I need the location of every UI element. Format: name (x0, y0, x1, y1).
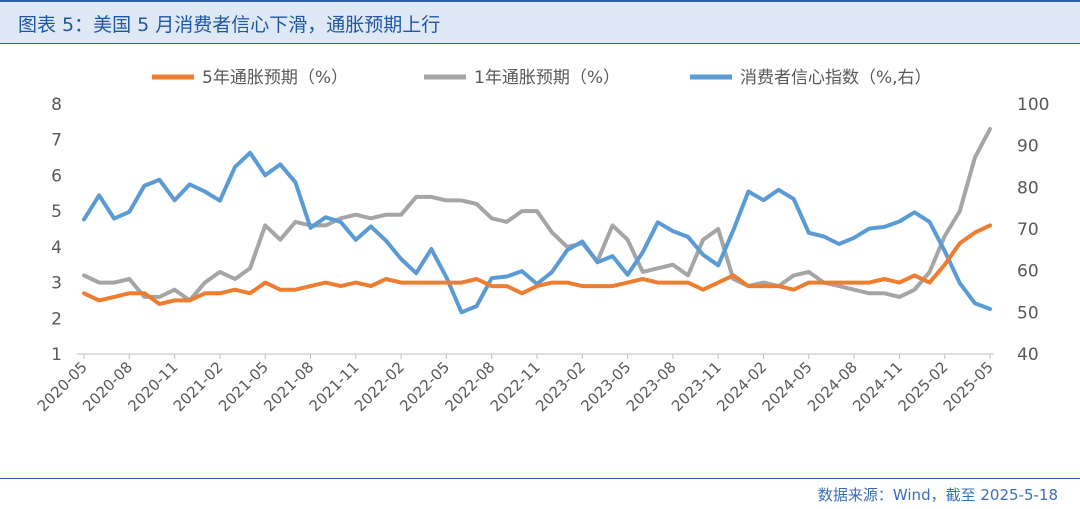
y-left-tick-label: 1 (51, 345, 62, 365)
series-line-3 (82, 150, 992, 315)
y-right-tick-label: 90 (1017, 137, 1039, 157)
y-right-tick-label: 40 (1017, 345, 1039, 365)
figure-title-bar: 图表 5：美国 5 月消费者信心下滑，通胀预期上行 (0, 0, 1080, 44)
legend-label: 5年通胀预期（%） (202, 68, 348, 88)
source-note: 数据来源：Wind，截至 2025-5-18 (817, 486, 1058, 504)
legend-label: 1年通胀预期（%） (474, 68, 620, 88)
figure-title: 图表 5：美国 5 月消费者信心下滑，通胀预期上行 (18, 14, 441, 36)
y-right-tick-label: 70 (1017, 220, 1039, 240)
y-left-tick-label: 7 (51, 131, 62, 151)
y-left-tick-label: 2 (51, 309, 62, 329)
y-right-tick-label: 60 (1017, 262, 1039, 282)
y-right-tick-label: 50 (1017, 303, 1039, 323)
y-right-tick-label: 80 (1017, 178, 1039, 198)
y-left-tick-label: 4 (51, 238, 62, 258)
source-rule (0, 478, 1080, 479)
y-right-tick-label: 100 (1017, 95, 1049, 115)
line-chart: 5年通胀预期（%） 1年通胀预期（%） 消费者信心指数（%,右） 2020-0520… (34, 68, 1050, 415)
chart-axes: 2020-052020-082020-112021-022021-052021-… (34, 95, 1050, 415)
title-rule (0, 43, 1080, 44)
x-tick-label: 2025-05 (940, 358, 997, 415)
y-left-tick-label: 6 (51, 166, 62, 186)
y-left-tick-label: 5 (51, 202, 62, 222)
legend-label: 消费者信心指数（%,右） (740, 68, 932, 88)
series-layer (82, 127, 992, 315)
y-left-tick-label: 8 (51, 95, 62, 115)
chart-legend: 5年通胀预期（%） 1年通胀预期（%） 消费者信心指数（%,右） (152, 68, 932, 88)
series-line-2 (82, 127, 992, 303)
y-left-tick-label: 3 (51, 274, 62, 294)
series-line-1 (82, 223, 992, 306)
